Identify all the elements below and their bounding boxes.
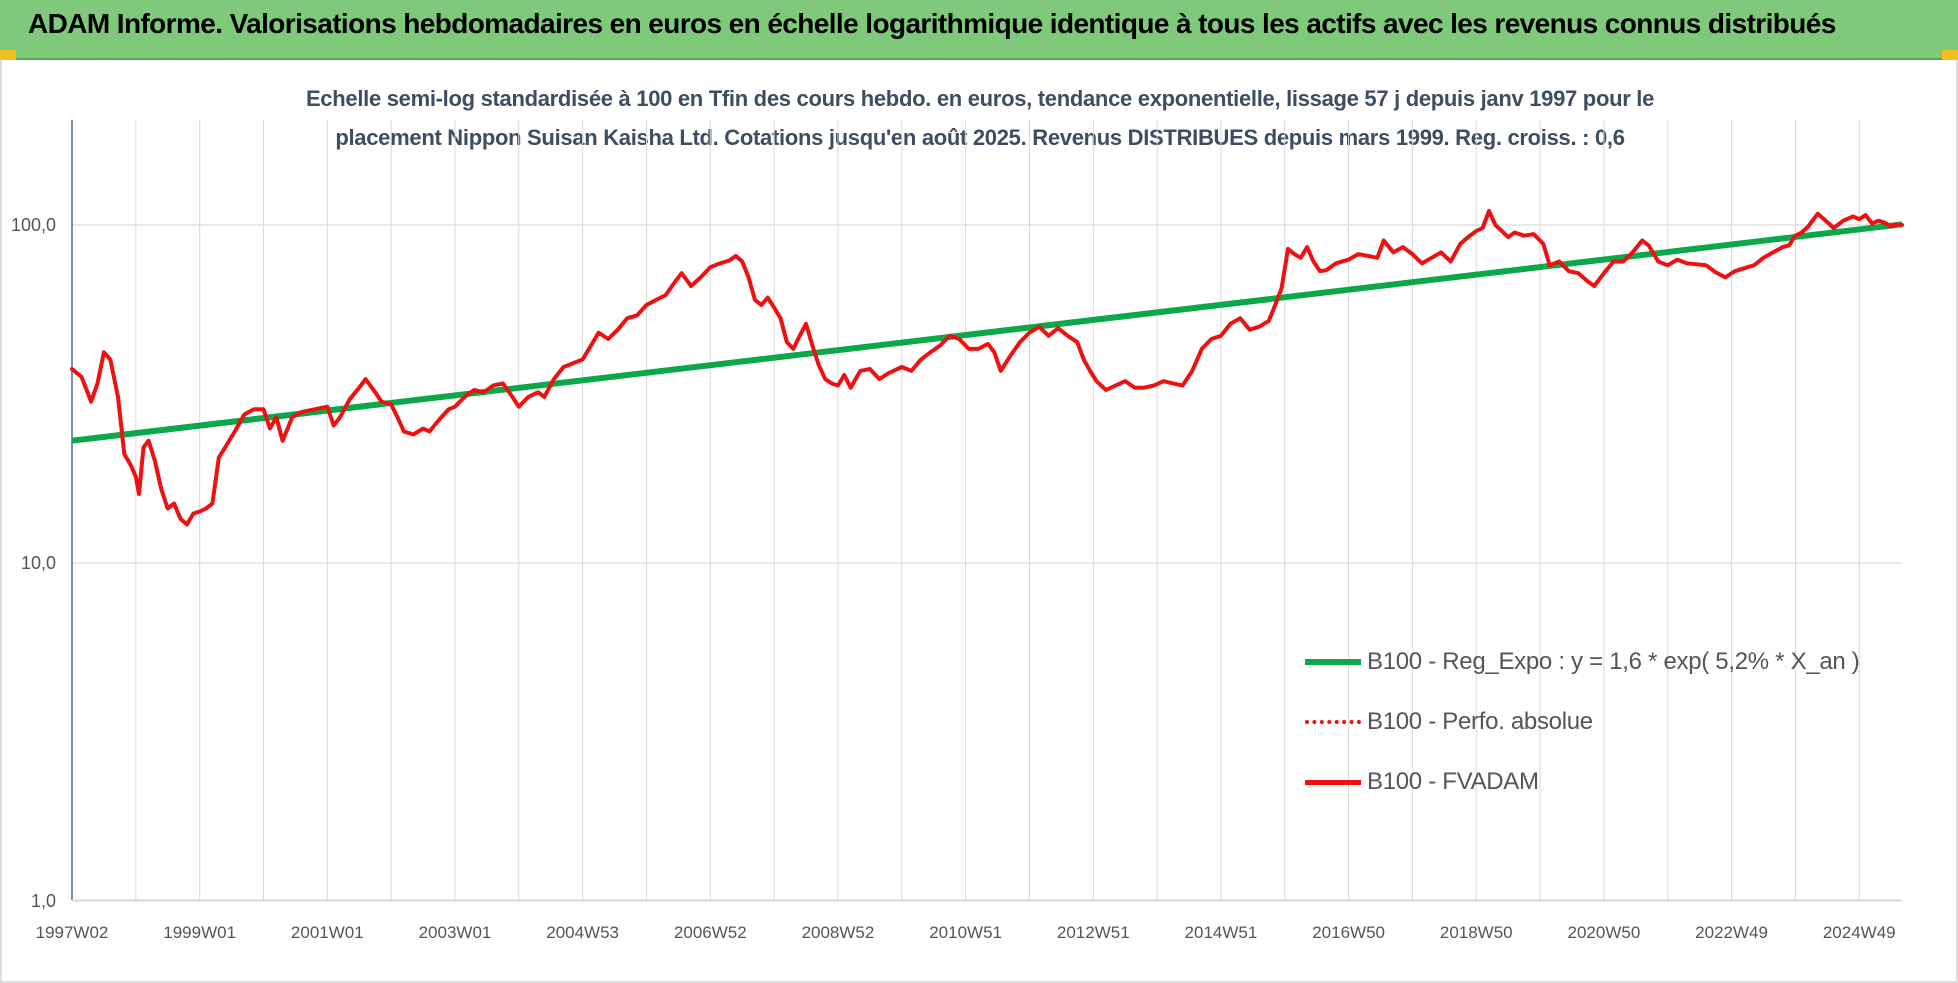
page-title: ADAM Informe. Valorisations hebdomadaire…: [28, 8, 1836, 39]
y-tick-label: 100,0: [11, 215, 56, 235]
x-tick-label: 2003W01: [419, 923, 492, 942]
chart-title-line-2: placement Nippon Suisan Kaisha Ltd. Cota…: [335, 125, 1625, 150]
legend-label-fvadam: B100 - FVADAM: [1367, 768, 1539, 795]
x-tick-label: 2008W52: [802, 923, 875, 942]
x-tick-label: 2001W01: [291, 923, 364, 942]
x-tick-label: 2018W50: [1440, 923, 1513, 942]
legend-swatch-perfo: [1305, 720, 1361, 724]
x-tick-label: 1997W02: [36, 923, 109, 942]
corner-marker-left: [0, 50, 16, 60]
x-tick-label: 2014W51: [1185, 923, 1258, 942]
x-tick-label: 2012W51: [1057, 923, 1130, 942]
y-tick-label: 10,0: [21, 553, 56, 573]
x-tick-label: 2006W52: [674, 923, 747, 942]
chart-frame: [0, 60, 1958, 983]
legend-swatch-regression: [1305, 659, 1361, 665]
x-tick-label: 1999W01: [163, 923, 236, 942]
legend-label-regression: B100 - Reg_Expo : y = 1,6 * exp( 5,2% * …: [1367, 648, 1860, 675]
chart-title-line-1: Echelle semi-log standardisée à 100 en T…: [305, 86, 1655, 111]
series-line-fvadam: [70, 209, 1904, 527]
x-tick-label: 2004W53: [546, 923, 619, 942]
header-bar: ADAM Informe. Valorisations hebdomadaire…: [0, 0, 1958, 60]
x-tick-label: 2010W51: [929, 923, 1002, 942]
series-line-regression: [71, 221, 1903, 444]
legend-swatch-fvadam: [1305, 780, 1361, 785]
y-tick-label: 1,0: [31, 891, 56, 911]
corner-marker-right: [1942, 50, 1958, 60]
x-tick-label: 2022W49: [1695, 923, 1768, 942]
x-tick-label: 2016W50: [1312, 923, 1385, 942]
x-tick-label: 2020W50: [1568, 923, 1641, 942]
x-tick-label: 2024W49: [1823, 923, 1896, 942]
legend-label-perfo: B100 - Perfo. absolue: [1367, 708, 1593, 735]
